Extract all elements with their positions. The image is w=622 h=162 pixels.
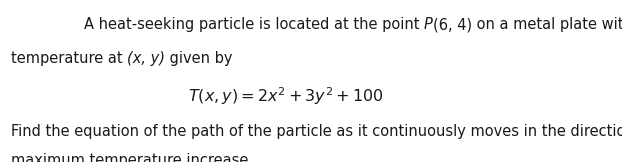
Text: (x, y): (x, y)	[128, 51, 165, 66]
Text: P: P	[424, 17, 433, 32]
Text: on a metal plate with: on a metal plate with	[472, 17, 622, 32]
Text: temperature at: temperature at	[11, 51, 128, 66]
Text: given by: given by	[165, 51, 233, 66]
Text: $T(x, y) = 2x^2 + 3y^2 + 100$: $T(x, y) = 2x^2 + 3y^2 + 100$	[188, 85, 384, 107]
Text: A heat-seeking particle is located at the point: A heat-seeking particle is located at th…	[84, 17, 424, 32]
Text: Find the equation of the path of the particle as it continuously moves in the di: Find the equation of the path of the par…	[11, 124, 622, 139]
Text: (6, 4): (6, 4)	[433, 17, 472, 32]
Text: maximum temperature increase.: maximum temperature increase.	[11, 153, 253, 162]
